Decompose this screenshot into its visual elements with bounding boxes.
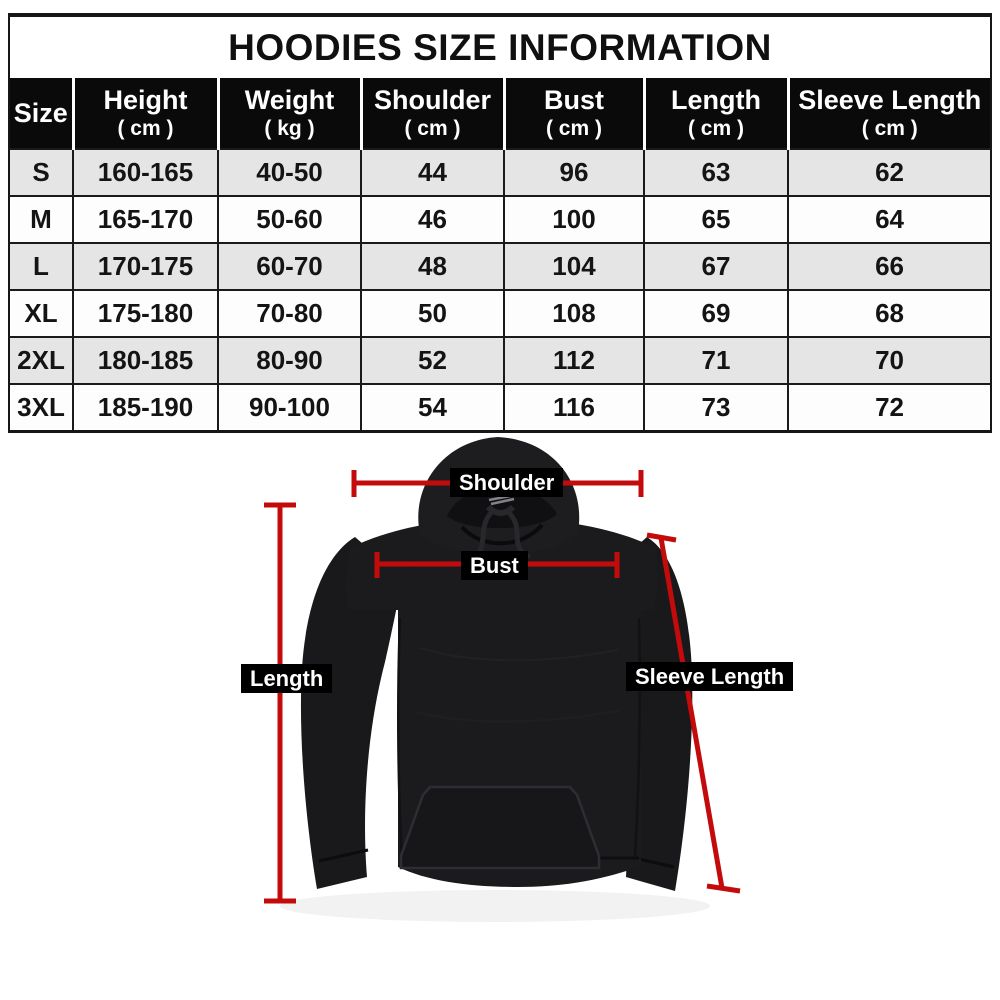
cell-height: 160-165 [72, 148, 218, 196]
cell-size: L [9, 242, 73, 290]
cell-size: 2XL [9, 336, 73, 384]
col-unit: ( cm ) [117, 116, 174, 140]
cell-shoulder: 50 [360, 289, 504, 337]
ground-shadow [280, 890, 710, 922]
cell-sleeve: 68 [786, 289, 992, 337]
kangaroo-pocket [399, 785, 601, 870]
sleeve-bottom-tick [706, 883, 741, 894]
cell-height: 180-185 [72, 336, 218, 384]
col-label: Bust [544, 84, 604, 115]
cell-length: 63 [643, 148, 788, 196]
col-label: Length [671, 84, 761, 115]
col-label: Height [103, 84, 188, 115]
cell-length: 67 [643, 242, 788, 290]
cell-height: 170-175 [72, 242, 218, 290]
col-header-weight: Weight ( kg ) [216, 78, 361, 149]
cell-length: 71 [643, 336, 788, 384]
col-label: Shoulder [373, 84, 491, 115]
col-unit: ( cm ) [861, 116, 918, 140]
cell-size: XL [9, 289, 73, 337]
cell-sleeve: 70 [786, 336, 992, 384]
table-row-3xl: 3XL 185-190 90-100 54 116 73 72 [9, 383, 992, 432]
left-sleeve [300, 537, 402, 889]
cell-size: S [9, 148, 73, 196]
cell-weight: 40-50 [217, 148, 361, 196]
title-row: HOODIES SIZE INFORMATION [9, 15, 992, 78]
table-row-l: L 170-175 60-70 48 104 67 66 [9, 242, 992, 290]
sleeve-length-label: Sleeve Length [626, 662, 794, 691]
header-row: Size Height ( cm ) Weight ( kg ) Shoulde… [9, 78, 992, 149]
cell-weight: 70-80 [217, 289, 361, 337]
col-label: Weight [244, 84, 335, 115]
col-label: Size [13, 97, 68, 128]
cell-size: M [9, 195, 73, 243]
col-label: Sleeve Length [798, 84, 982, 115]
cell-length: 65 [643, 195, 788, 243]
table-row-m: M 165-170 50-60 46 100 65 64 [9, 195, 992, 243]
hoodie-silhouette [300, 437, 693, 891]
hood-opening [447, 487, 557, 529]
cell-bust: 96 [503, 148, 644, 196]
left-cuff [318, 848, 369, 863]
sleeve-length-measure-line [658, 537, 725, 889]
cell-bust: 112 [503, 336, 644, 384]
cell-height: 175-180 [72, 289, 218, 337]
bust-label: Bust [461, 551, 528, 580]
table-row-2xl: 2XL 180-185 80-90 52 112 71 70 [9, 336, 992, 384]
shoulder-label: Shoulder [450, 468, 564, 497]
cell-size: 3XL [9, 383, 73, 432]
col-unit: ( cm ) [687, 116, 744, 140]
cell-shoulder: 52 [360, 336, 504, 384]
cell-sleeve: 66 [786, 242, 992, 290]
col-header-sleeve-length: Sleeve Length ( cm ) [786, 78, 992, 149]
cell-shoulder: 44 [360, 148, 504, 196]
col-unit: ( cm ) [545, 116, 602, 140]
cell-sleeve: 72 [786, 383, 992, 432]
col-header-bust: Bust ( cm ) [502, 78, 644, 149]
cell-height: 165-170 [72, 195, 218, 243]
wrinkle [415, 709, 623, 723]
cell-height: 185-190 [72, 383, 218, 432]
size-table: HOODIES SIZE INFORMATION Size Height ( c… [8, 13, 993, 433]
cell-bust: 116 [503, 383, 644, 432]
page-title: HOODIES SIZE INFORMATION [9, 15, 992, 78]
cell-sleeve: 62 [786, 148, 992, 196]
cell-shoulder: 48 [360, 242, 504, 290]
col-header-size: Size [9, 78, 73, 149]
wrinkle [419, 647, 619, 662]
drawstring-knot [485, 504, 516, 516]
cell-length: 69 [643, 289, 788, 337]
cell-weight: 60-70 [217, 242, 361, 290]
cell-sleeve: 64 [786, 195, 992, 243]
col-unit: ( kg ) [264, 116, 315, 140]
neckline [460, 523, 544, 546]
cell-shoulder: 46 [360, 195, 504, 243]
right-side-seam [633, 617, 642, 857]
table-row-s: S 160-165 40-50 44 96 63 62 [9, 148, 992, 196]
left-side-seam [397, 617, 404, 859]
table-row-xl: XL 175-180 70-80 50 108 69 68 [9, 289, 992, 337]
cell-bust: 108 [503, 289, 644, 337]
sleeve-top-tick [646, 532, 677, 543]
cell-weight: 50-60 [217, 195, 361, 243]
col-header-length: Length ( cm ) [642, 78, 788, 149]
col-unit: ( cm ) [404, 116, 461, 140]
cell-shoulder: 54 [360, 383, 504, 432]
measurement-lines [264, 470, 741, 904]
col-header-height: Height ( cm ) [71, 78, 218, 149]
col-header-shoulder: Shoulder ( cm ) [359, 78, 504, 149]
cell-weight: 80-90 [217, 336, 361, 384]
cell-bust: 100 [503, 195, 644, 243]
cell-bust: 104 [503, 242, 644, 290]
cell-weight: 90-100 [217, 383, 361, 432]
length-label: Length [241, 664, 333, 693]
cell-length: 73 [643, 383, 788, 432]
